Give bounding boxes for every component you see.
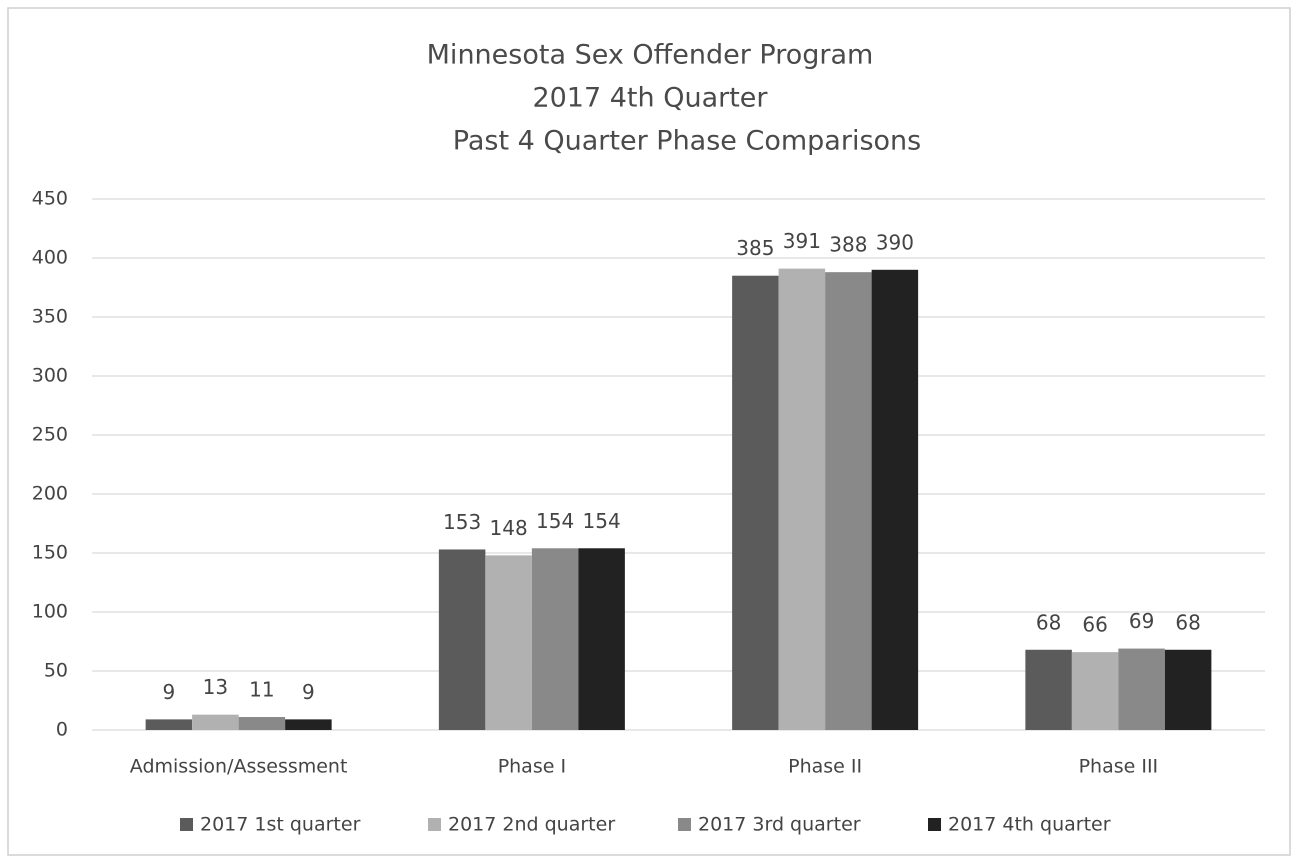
data-label: 385 bbox=[736, 236, 774, 260]
y-tick-label: 0 bbox=[56, 719, 68, 741]
data-label: 69 bbox=[1129, 609, 1154, 633]
y-tick-label: 450 bbox=[32, 188, 68, 210]
x-tick-label: Phase I bbox=[498, 756, 566, 778]
data-label: 9 bbox=[302, 680, 315, 704]
bar bbox=[238, 717, 286, 730]
data-label: 9 bbox=[163, 680, 176, 704]
legend-label: 2017 2nd quarter bbox=[448, 814, 615, 836]
x-tick-label: Phase II bbox=[788, 756, 862, 778]
bar bbox=[1025, 649, 1072, 730]
data-label: 66 bbox=[1082, 613, 1107, 637]
y-tick-label: 300 bbox=[32, 365, 68, 387]
chart-title: Past 4 Quarter Phase Comparisons bbox=[453, 126, 921, 157]
data-label: 148 bbox=[490, 516, 528, 540]
bar bbox=[192, 714, 239, 730]
bar bbox=[1071, 652, 1119, 730]
chart-title: Minnesota Sex Offender Program bbox=[427, 40, 874, 71]
legend-label: 2017 4th quarter bbox=[948, 814, 1111, 836]
bar bbox=[145, 719, 193, 730]
bar bbox=[531, 548, 579, 730]
bar bbox=[1118, 648, 1165, 730]
data-label: 153 bbox=[443, 510, 481, 534]
bar bbox=[778, 268, 826, 730]
y-tick-label: 250 bbox=[32, 424, 68, 446]
legend-swatch bbox=[428, 818, 441, 831]
legend-label: 2017 3rd quarter bbox=[698, 814, 861, 836]
legend-swatch bbox=[928, 818, 941, 831]
data-label: 68 bbox=[1175, 610, 1200, 634]
y-tick-label: 200 bbox=[32, 483, 68, 505]
data-label: 154 bbox=[583, 509, 621, 533]
bar bbox=[578, 548, 625, 730]
data-label: 390 bbox=[876, 230, 914, 254]
bar bbox=[438, 549, 486, 730]
y-tick-label: 100 bbox=[32, 601, 68, 623]
bar bbox=[732, 275, 779, 730]
chart-title: 2017 4th Quarter bbox=[532, 83, 768, 114]
data-label: 388 bbox=[829, 233, 867, 257]
bar bbox=[485, 555, 532, 730]
y-tick-label: 50 bbox=[44, 660, 68, 682]
data-label: 11 bbox=[249, 678, 274, 702]
data-label: 13 bbox=[203, 675, 228, 699]
data-label: 68 bbox=[1036, 610, 1061, 634]
x-tick-label: Admission/Assessment bbox=[130, 756, 348, 778]
legend-swatch bbox=[678, 818, 691, 831]
y-tick-label: 400 bbox=[32, 247, 68, 269]
bar bbox=[1164, 649, 1212, 730]
legend-swatch bbox=[180, 818, 193, 831]
data-label: 154 bbox=[536, 509, 574, 533]
legend-label: 2017 1st quarter bbox=[200, 814, 361, 836]
bar bbox=[871, 269, 919, 730]
bar bbox=[285, 719, 332, 730]
data-label: 391 bbox=[783, 229, 821, 253]
x-tick-label: Phase III bbox=[1079, 756, 1159, 778]
bar bbox=[825, 272, 872, 730]
y-tick-label: 350 bbox=[32, 306, 68, 328]
y-tick-label: 150 bbox=[32, 542, 68, 564]
